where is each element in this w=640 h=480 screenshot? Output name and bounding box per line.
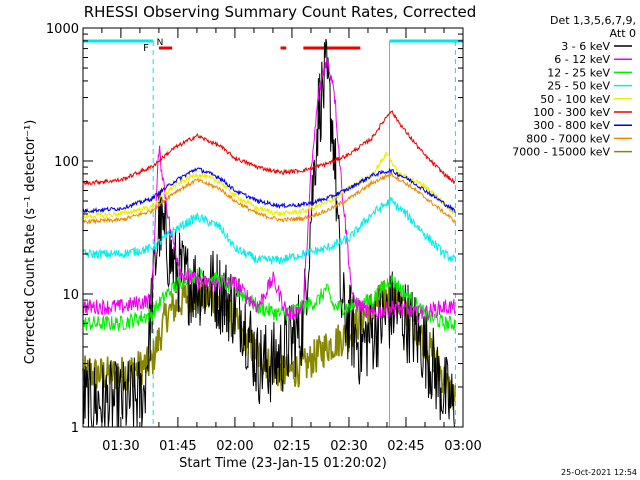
series-line-0: [82, 38, 456, 428]
y-tick-label: 1000: [46, 22, 79, 37]
legend-header-detectors: Det 1,3,5,6,7,9,: [550, 14, 636, 27]
x-tick-label: 02:45: [387, 439, 424, 454]
legend-label-6: 300 - 800 keV: [533, 119, 610, 132]
legend-label-8: 7000 - 15000 keV: [512, 146, 610, 159]
y-axis-label: Corrected Count Rate (s⁻¹ detector⁻¹): [23, 120, 38, 365]
series-line-5: [82, 110, 456, 186]
x-tick-label: 01:30: [102, 439, 139, 454]
y-tick-label: 100: [54, 155, 79, 170]
chart-title: RHESSI Observing Summary Count Rates, Co…: [84, 3, 477, 21]
legend-label-7: 800 - 7000 keV: [526, 132, 610, 145]
legend-label-3: 25 - 50 keV: [547, 80, 610, 93]
series-line-7: [82, 170, 456, 225]
flare-label: F: [143, 43, 149, 54]
x-axis-label: Start Time (23-Jan-15 01:20:02): [179, 456, 387, 471]
y-tick-label: 10: [62, 288, 79, 303]
legend-label-4: 50 - 100 keV: [540, 93, 610, 106]
series-line-4: [82, 151, 456, 220]
series-line-3: [82, 196, 456, 265]
series-line-1: [82, 58, 456, 324]
legend-label-0: 3 - 6 keV: [561, 40, 610, 53]
series-line-6: [82, 167, 456, 214]
x-tick-label: 01:45: [159, 439, 196, 454]
x-tick-label: 02:15: [273, 439, 310, 454]
legend-label-1: 6 - 12 keV: [554, 53, 610, 66]
footer-date: 25-Oct-2021 12:54: [561, 468, 637, 477]
legend-header-attenuator: Att 0: [610, 27, 636, 40]
x-tick-label: 02:00: [216, 439, 253, 454]
legend-label-2: 12 - 25 keV: [547, 66, 610, 79]
legend-label-5: 100 - 300 keV: [533, 106, 610, 119]
series-line-2: [82, 267, 456, 332]
x-tick-label: 02:30: [330, 439, 367, 454]
y-tick-label: 1: [71, 421, 79, 436]
x-tick-label: 03:00: [444, 439, 481, 454]
night-label: N: [157, 38, 164, 48]
